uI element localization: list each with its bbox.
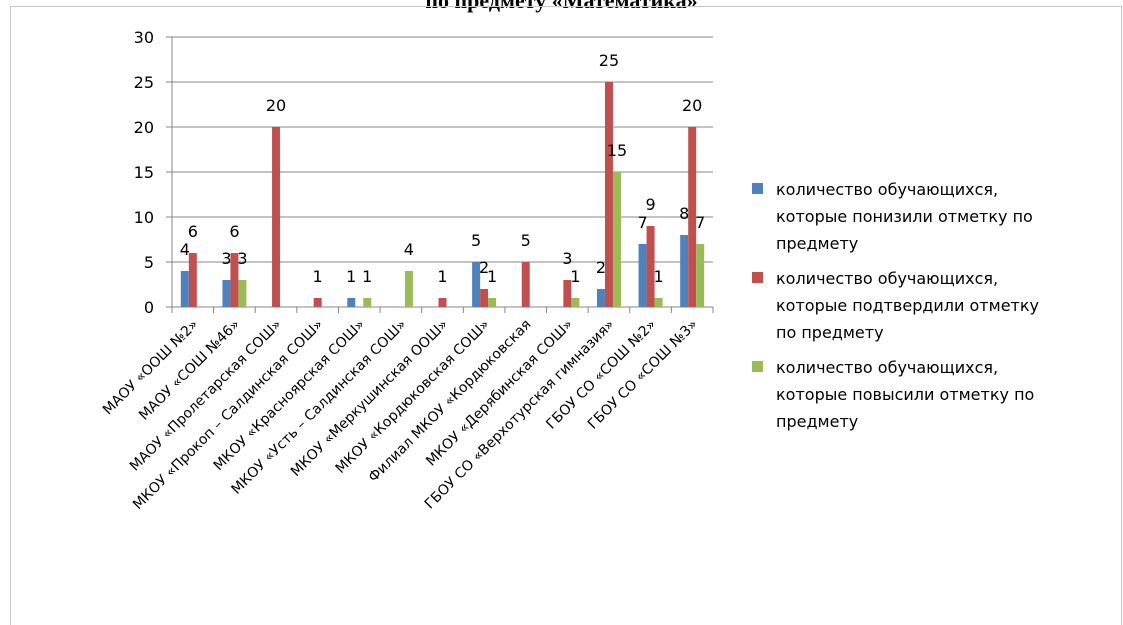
y-tick-label: 10 [134,208,154,227]
data-label-series-3: 1 [362,267,372,286]
data-label-series-3: 1 [570,267,580,286]
bar-series-2 [438,298,447,307]
legend-label-increased-line2: которые повысили отметку по [776,385,1035,404]
data-label-series-2: 1 [313,267,323,286]
page-title: по предмету «Математика» [425,0,698,13]
bar-series-2 [604,82,613,307]
data-label-series-2: 6 [229,222,239,241]
bar-series-1 [680,235,689,307]
bar-series-1 [596,289,605,307]
y-tick-label: 25 [134,73,154,92]
bar-series-1 [180,271,189,307]
bar-series-1 [638,244,647,307]
x-category-label: МАОУ «Пролетарская СОШ» [127,317,285,475]
y-tick-label: 30 [134,28,154,47]
legend-label-increased-line1: количество обучающихся, [776,358,999,377]
legend-item-confirmed: количество обучающихся, которые подтверд… [752,265,1122,346]
legend-item-increased: количество обучающихся, которые повысили… [752,354,1122,435]
legend-label-confirmed-line2: которые подтвердили отметку [776,296,1039,315]
legend-label-increased-line3: предмету [776,412,859,431]
data-label-series-2: 2 [479,258,489,277]
bar-series-3 [404,271,413,307]
data-label-series-3: 15 [607,141,627,160]
data-label-series-1: 7 [637,213,647,232]
bar-series-1 [222,280,231,307]
legend-swatch-decreased [752,183,763,194]
bar-series-1 [472,262,481,307]
y-tick-label: 20 [134,118,154,137]
legend-label-confirmed-line3: по предмету [776,323,884,342]
data-label-series-3: 7 [695,213,705,232]
legend-label-decreased-line2: которые понизили отметку по [776,207,1033,226]
legend-label-decreased-line1: количество обучающихся, [776,180,999,199]
data-label-series-2: 20 [682,96,702,115]
data-label-series-2: 9 [645,195,655,214]
bar-series-3 [571,298,580,307]
legend-label-confirmed-line1: количество обучающихся, [776,269,999,288]
bar-series-3 [238,280,247,307]
data-label-series-1: 4 [180,240,190,259]
bar-series-3 [696,244,705,307]
data-label-series-2: 20 [266,96,286,115]
bar-series-2 [188,253,197,307]
data-label-series-1: 2 [596,258,606,277]
bar-series-3 [612,172,621,307]
data-label-series-2: 1 [437,267,447,286]
data-label-series-2: 25 [599,51,619,70]
bar-series-2 [480,289,489,307]
y-tick-label: 15 [134,163,154,182]
data-label-series-3: 1 [653,267,663,286]
bar-series-3 [363,298,372,307]
data-label-series-2: 3 [562,249,572,268]
data-label-series-1: 8 [679,204,689,223]
chart-frame [10,6,1122,625]
bar-series-2 [272,127,281,307]
data-label-series-3: 1 [487,267,497,286]
data-label-series-2: 5 [521,231,531,250]
legend-swatch-increased [752,361,763,372]
bar-series-2 [688,127,697,307]
y-tick-label: 5 [144,253,154,272]
bar-series-2 [563,280,572,307]
bar-series-2 [646,226,655,307]
bar-series-2 [521,262,530,307]
data-label-series-1: 3 [221,249,231,268]
data-label-series-1: 1 [346,267,356,286]
data-label-series-2: 6 [188,222,198,241]
data-label-series-3: 4 [404,240,414,259]
legend-swatch-confirmed [752,272,763,283]
y-tick-label: 0 [144,298,154,317]
bar-series-2 [230,253,239,307]
legend: количество обучающихся, которые понизили… [752,176,1122,443]
bar-series-2 [313,298,322,307]
x-category-label: МКОУ «Красноярская СОШ» [211,317,368,474]
bar-series-3 [488,298,497,307]
data-label-series-1: 5 [471,231,481,250]
legend-item-decreased: количество обучающихся, которые понизили… [752,176,1122,257]
data-label-series-3: 3 [237,249,247,268]
bar-series-3 [654,298,663,307]
bar-series-1 [347,298,356,307]
legend-label-decreased-line3: предмету [776,234,859,253]
